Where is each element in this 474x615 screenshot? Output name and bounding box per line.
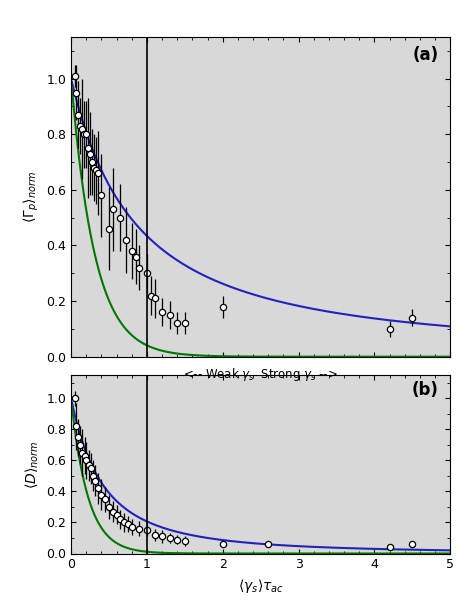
Y-axis label: $\langle D\rangle_{norm}$: $\langle D\rangle_{norm}$ [23,440,41,488]
X-axis label: $\langle\gamma_s\rangle\tau_{ac}$: $\langle\gamma_s\rangle\tau_{ac}$ [237,577,284,595]
Text: <-- Weak $\gamma_s$  Strong $\gamma_s$ -->: <-- Weak $\gamma_s$ Strong $\gamma_s$ --… [183,366,338,383]
Text: (b): (b) [412,381,439,399]
Y-axis label: $\langle\Gamma_p\rangle_{norm}$: $\langle\Gamma_p\rangle_{norm}$ [21,170,41,223]
Text: (a): (a) [413,47,439,65]
